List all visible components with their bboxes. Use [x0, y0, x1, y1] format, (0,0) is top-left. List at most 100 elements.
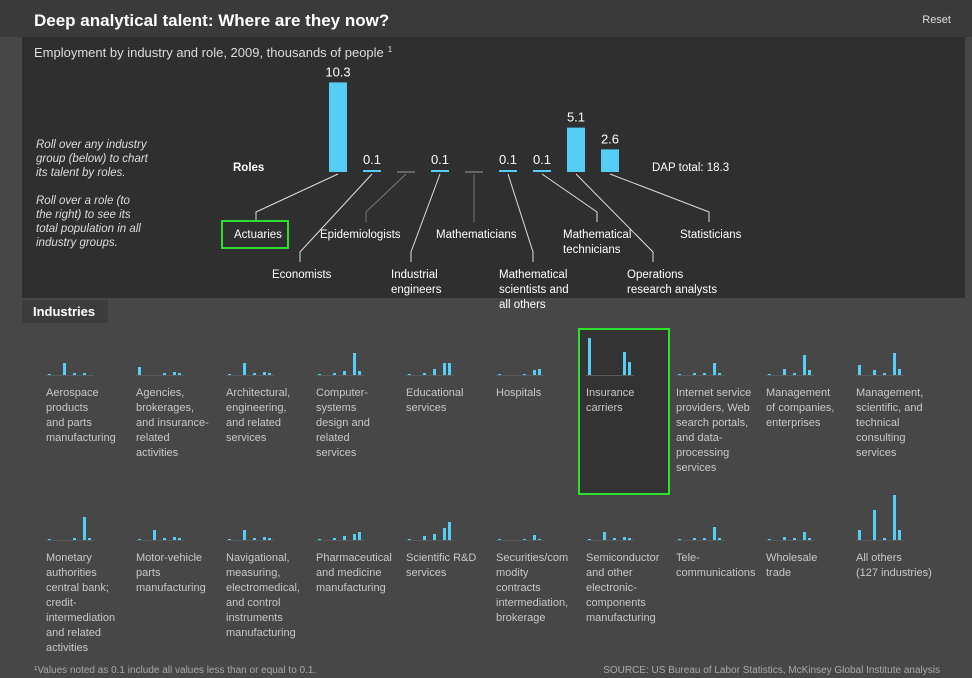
- mini-bar: [693, 538, 696, 540]
- mini-bar: [768, 539, 771, 540]
- subtitle-text: Employment by industry and role, 2009, t…: [34, 45, 384, 60]
- mini-bar: [153, 530, 156, 540]
- industry-label: and related: [46, 627, 101, 639]
- industry-label: Tele-: [676, 552, 700, 564]
- industry-label: and medicine: [316, 567, 381, 579]
- mini-bar: [263, 537, 266, 540]
- industry-label: credit-: [46, 597, 77, 609]
- value-label: 5.1: [567, 110, 585, 125]
- connector: [609, 173, 710, 222]
- mini-bar: [163, 538, 166, 540]
- mini-bar: [603, 532, 606, 540]
- industry-label: Insurance: [586, 387, 634, 399]
- bar: [567, 127, 585, 172]
- mini-bar: [613, 538, 616, 540]
- industry-label: Hospitals: [496, 387, 542, 399]
- mini-bar: [353, 534, 356, 540]
- industry-label: and data-: [676, 432, 723, 444]
- industry-label: processing: [676, 447, 729, 459]
- industry-label: Aerospace: [46, 387, 99, 399]
- industry-label: modity: [496, 567, 529, 579]
- role-label: Industrial: [391, 269, 438, 281]
- mini-bar: [783, 369, 786, 375]
- instruction: Roll over a role (to the right) to see it…: [36, 195, 141, 249]
- mini-bar: [803, 355, 806, 375]
- industry-label: contracts: [496, 582, 541, 594]
- industry-label: Computer-: [316, 387, 368, 399]
- mini-bar: [73, 373, 76, 375]
- industry-label: Management: [766, 387, 830, 399]
- mini-bar: [443, 363, 446, 375]
- title: Deep analytical talent: Where are they n…: [34, 11, 389, 30]
- industry-label: Scientific R&D: [406, 552, 476, 564]
- industry-label: enterprises: [766, 417, 821, 429]
- mini-bar: [703, 373, 706, 375]
- mini-bar: [793, 373, 796, 375]
- industry-label: authorities: [46, 567, 97, 579]
- industry-label: services: [676, 462, 717, 474]
- bar: [499, 170, 517, 172]
- mini-bar: [533, 535, 536, 540]
- mini-bar: [623, 537, 626, 540]
- connector: [575, 173, 654, 262]
- mini-bar: [173, 372, 176, 375]
- connector: [410, 173, 441, 262]
- connector: [365, 173, 407, 222]
- value-label: 2.6: [601, 131, 619, 146]
- value-label: 0.1: [533, 152, 551, 167]
- value-label: 0.1: [499, 152, 517, 167]
- industry-label: manufacturing: [136, 582, 206, 594]
- empty-bar: [465, 171, 483, 173]
- bar: [363, 170, 381, 172]
- industry-label: electromedical,: [226, 582, 300, 594]
- industry-label: All others: [856, 552, 902, 564]
- industry-label: and related: [226, 417, 281, 429]
- mini-bar: [883, 538, 886, 540]
- mini-bar: [693, 373, 696, 375]
- mini-bar: [678, 539, 681, 540]
- mini-bar: [83, 373, 86, 375]
- header-bar: [0, 0, 972, 37]
- mini-bar: [408, 539, 411, 540]
- industry-label: Motor-vehicle: [136, 552, 202, 564]
- mini-bar: [228, 374, 231, 375]
- industry-label: instruments: [226, 612, 283, 624]
- industry-label: scientific, and: [856, 402, 923, 414]
- connector: [507, 173, 534, 262]
- footnote-marker: 1: [388, 45, 393, 54]
- mini-bar: [63, 363, 66, 375]
- mini-bar: [893, 495, 896, 540]
- reset-button[interactable]: Reset: [922, 14, 951, 26]
- mini-bar: [178, 373, 181, 375]
- industry-label: manufacturing: [586, 612, 656, 624]
- industry-label: intermediation: [46, 612, 115, 624]
- mini-bar: [718, 373, 721, 375]
- industry-label: services: [406, 402, 447, 414]
- industry-label: brokerage: [496, 612, 546, 624]
- industry-label: related: [316, 432, 350, 444]
- bar: [533, 170, 551, 172]
- value-label: 0.1: [363, 152, 381, 167]
- industry-label: parts: [136, 567, 161, 579]
- mini-bar: [228, 539, 231, 540]
- industries-title: Industries: [33, 304, 95, 319]
- row-label: Roles: [233, 162, 264, 174]
- industry-label: services: [856, 447, 897, 459]
- mini-bar: [138, 539, 141, 540]
- role-label: Statisticians: [680, 229, 742, 241]
- role-label: Epidemiologists: [320, 229, 401, 241]
- mini-bar: [873, 370, 876, 375]
- industries-tab: [22, 300, 108, 323]
- mini-bar: [333, 373, 336, 375]
- mini-bar: [253, 538, 256, 540]
- industry-label: measuring,: [226, 567, 280, 579]
- mini-bar: [48, 539, 51, 540]
- mini-bar: [873, 510, 876, 540]
- industry-label: manufacturing: [316, 582, 386, 594]
- mini-bar: [88, 538, 91, 540]
- mini-bar: [268, 538, 271, 540]
- mini-bar: [808, 370, 811, 375]
- connector: [255, 173, 339, 222]
- mini-bar: [713, 527, 716, 540]
